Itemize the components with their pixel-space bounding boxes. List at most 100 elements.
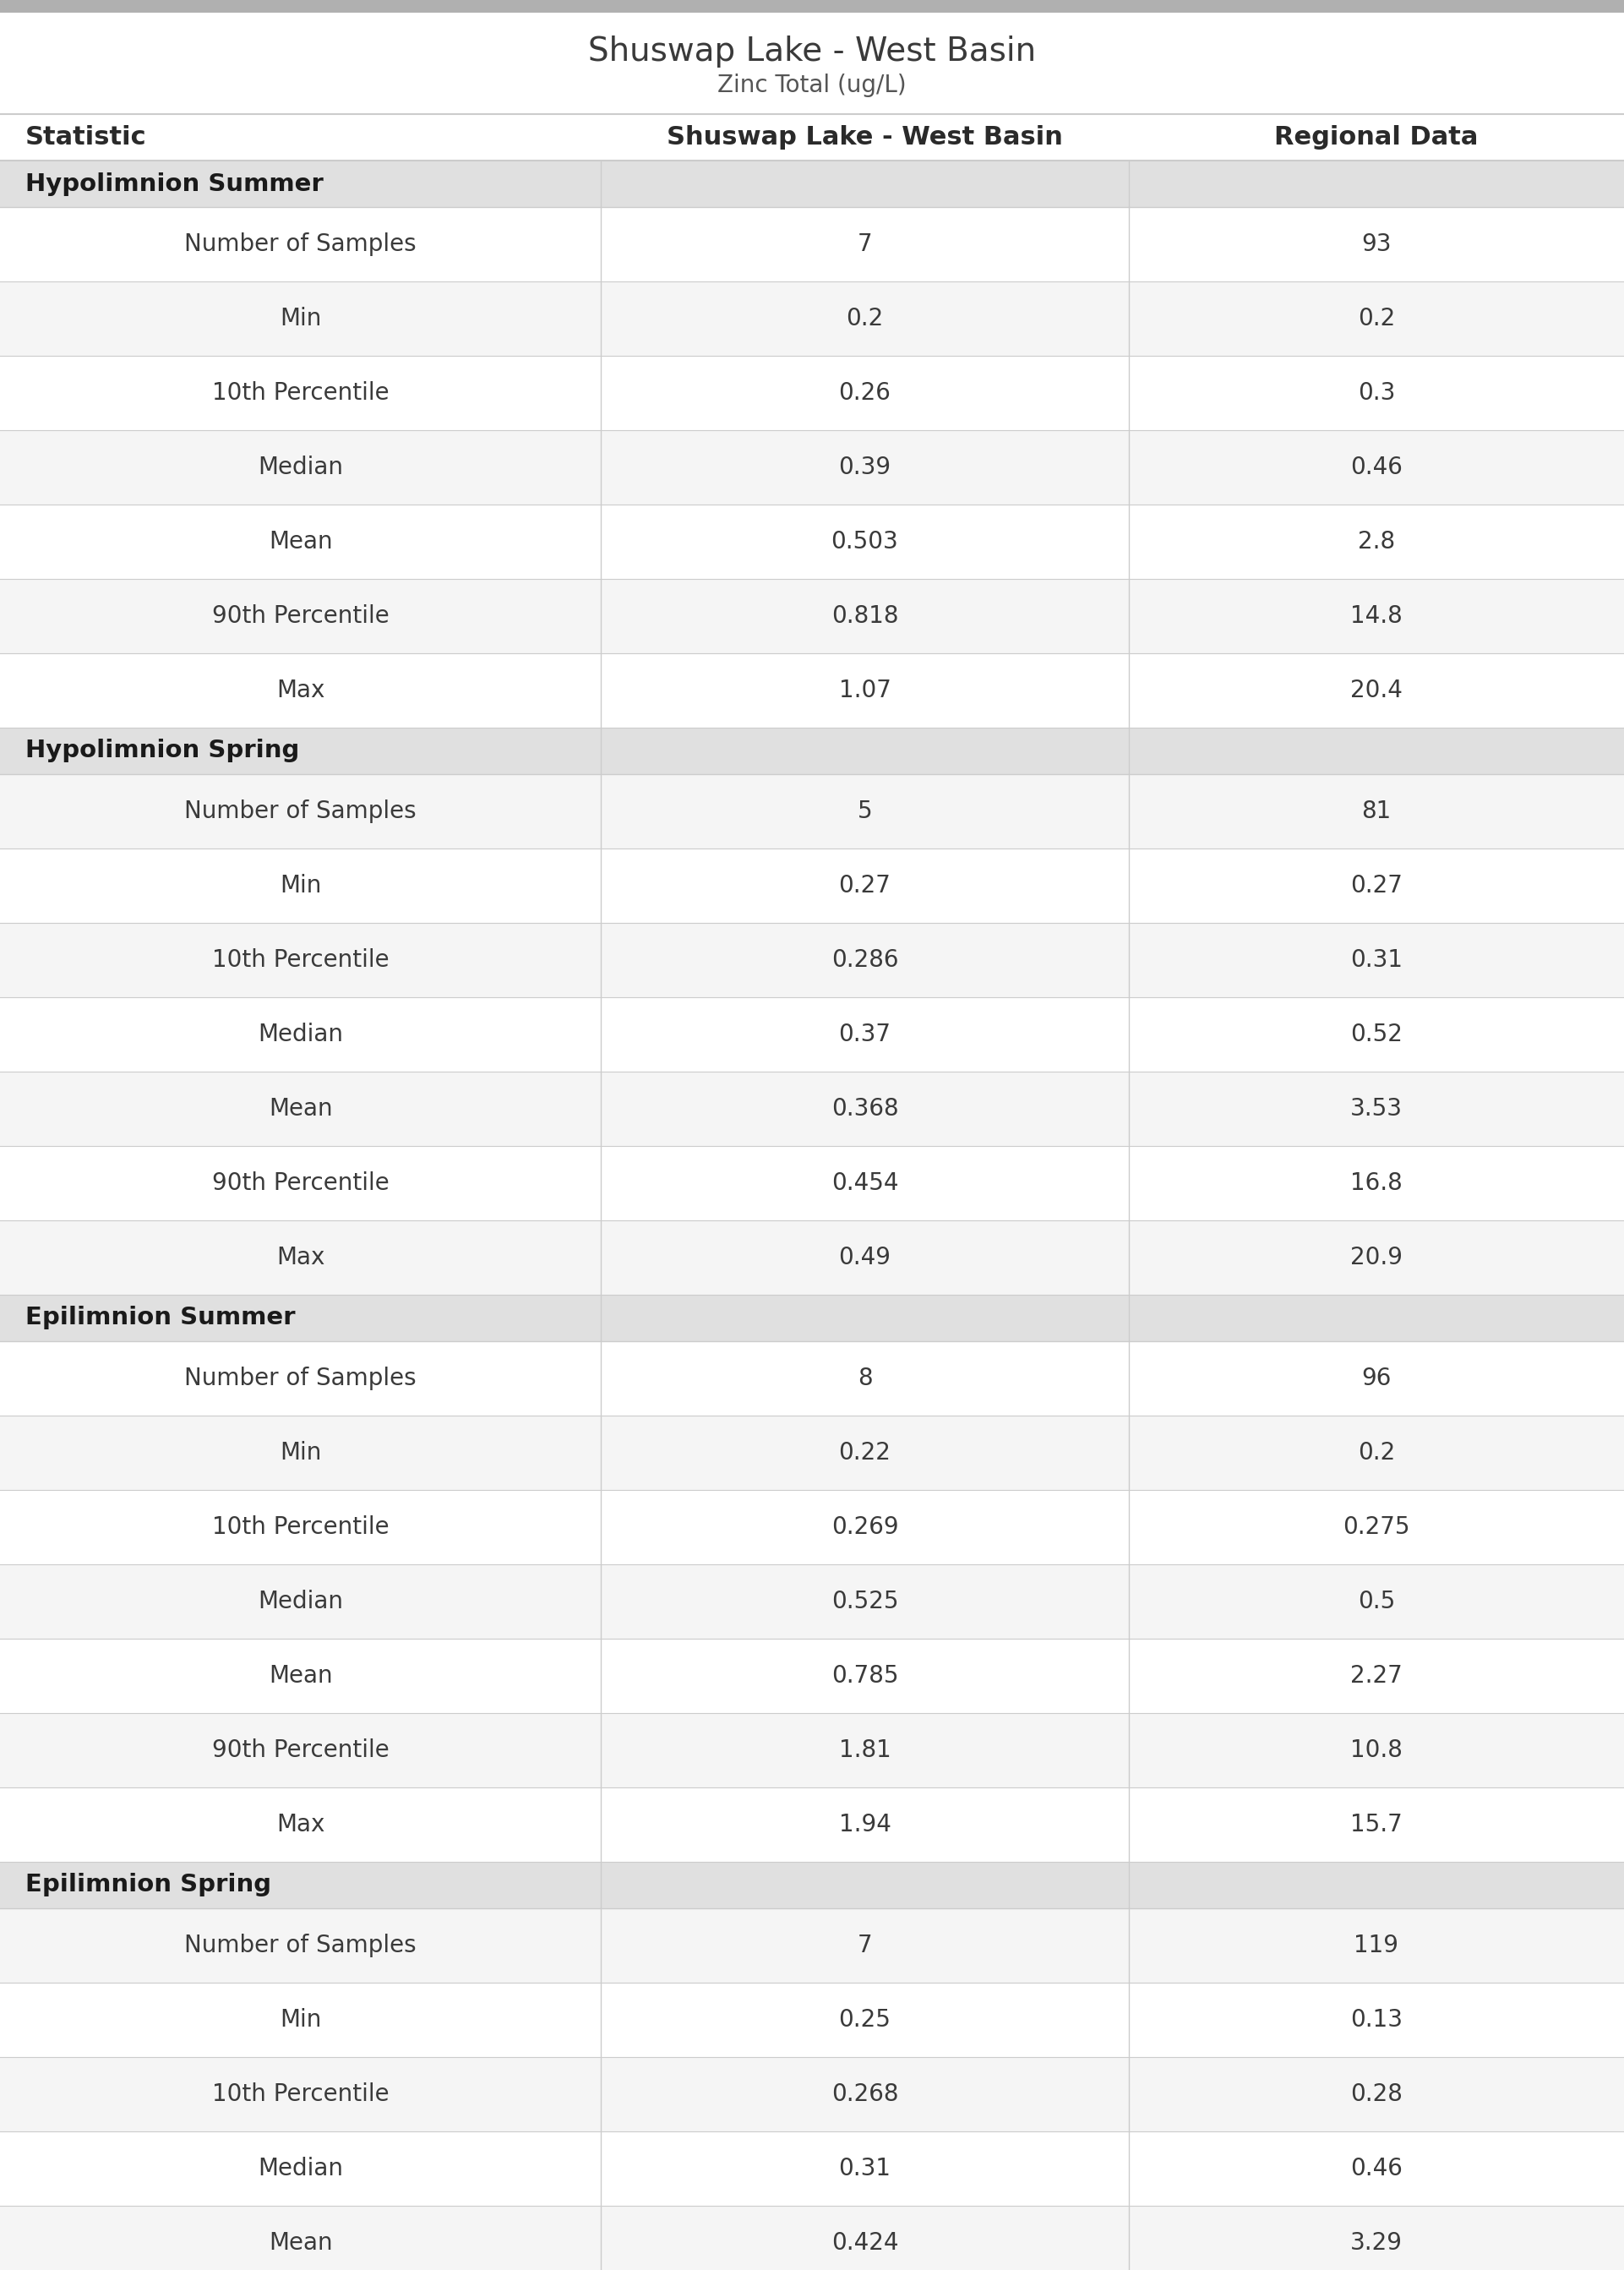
Text: Hypolimnion Summer: Hypolimnion Summer xyxy=(26,173,323,195)
Bar xyxy=(0,207,1624,281)
Text: Shuswap Lake - West Basin: Shuswap Lake - West Basin xyxy=(588,34,1036,68)
Text: 3.29: 3.29 xyxy=(1350,2231,1403,2254)
Text: Statistic: Statistic xyxy=(26,125,146,150)
Text: 0.268: 0.268 xyxy=(831,2082,898,2107)
Text: 10th Percentile: 10th Percentile xyxy=(211,949,390,972)
Text: 3.53: 3.53 xyxy=(1350,1096,1403,1121)
Text: 2.8: 2.8 xyxy=(1358,529,1395,554)
Text: 81: 81 xyxy=(1361,799,1392,824)
Bar xyxy=(0,0,1624,14)
Text: 0.2: 0.2 xyxy=(846,306,883,331)
Text: 0.5: 0.5 xyxy=(1358,1589,1395,1614)
Text: 0.37: 0.37 xyxy=(838,1022,892,1046)
Text: 90th Percentile: 90th Percentile xyxy=(211,1739,390,1762)
Bar xyxy=(0,1564,1624,1639)
Text: 0.46: 0.46 xyxy=(1350,456,1403,479)
Text: 0.269: 0.269 xyxy=(831,1516,898,1539)
Text: 15.7: 15.7 xyxy=(1350,1814,1403,1836)
Text: Zinc Total (ug/L): Zinc Total (ug/L) xyxy=(718,75,906,98)
Bar xyxy=(0,431,1624,504)
Text: Min: Min xyxy=(279,306,322,331)
Text: 0.31: 0.31 xyxy=(1350,949,1403,972)
Text: Epilimnion Spring: Epilimnion Spring xyxy=(26,1873,271,1898)
Bar xyxy=(0,1982,1624,2057)
Bar xyxy=(0,1071,1624,1146)
Text: 0.28: 0.28 xyxy=(1350,2082,1403,2107)
Text: 0.22: 0.22 xyxy=(838,1441,892,1464)
Text: Median: Median xyxy=(258,456,343,479)
Bar xyxy=(0,774,1624,849)
Text: 0.286: 0.286 xyxy=(831,949,898,972)
Bar xyxy=(0,1861,1624,1909)
Text: 93: 93 xyxy=(1361,232,1392,257)
Text: 7: 7 xyxy=(857,232,872,257)
Text: Regional Data: Regional Data xyxy=(1275,125,1478,150)
Text: 0.49: 0.49 xyxy=(838,1246,892,1269)
Text: 7: 7 xyxy=(857,1934,872,1957)
Text: 16.8: 16.8 xyxy=(1350,1171,1403,1194)
Text: Min: Min xyxy=(279,874,322,897)
Bar xyxy=(0,1489,1624,1564)
Text: 0.52: 0.52 xyxy=(1350,1022,1403,1046)
Bar xyxy=(0,356,1624,431)
Text: Min: Min xyxy=(279,1441,322,1464)
Bar xyxy=(0,579,1624,654)
Text: 1.94: 1.94 xyxy=(838,1814,892,1836)
Bar xyxy=(0,504,1624,579)
Text: Number of Samples: Number of Samples xyxy=(185,799,416,824)
Text: 10th Percentile: 10th Percentile xyxy=(211,1516,390,1539)
Text: 10th Percentile: 10th Percentile xyxy=(211,2082,390,2107)
Bar xyxy=(0,1146,1624,1221)
Bar xyxy=(0,114,1624,161)
Text: 20.4: 20.4 xyxy=(1350,679,1403,701)
Text: 0.39: 0.39 xyxy=(838,456,892,479)
Text: Number of Samples: Number of Samples xyxy=(185,232,416,257)
Text: 2.27: 2.27 xyxy=(1350,1664,1403,1687)
Bar xyxy=(0,2132,1624,2206)
Text: 14.8: 14.8 xyxy=(1350,604,1403,629)
Text: 0.454: 0.454 xyxy=(831,1171,898,1194)
Text: 0.25: 0.25 xyxy=(838,2009,892,2032)
Bar xyxy=(0,14,1624,114)
Text: Min: Min xyxy=(279,2009,322,2032)
Bar xyxy=(0,1342,1624,1416)
Bar xyxy=(0,2206,1624,2270)
Text: 0.27: 0.27 xyxy=(1350,874,1403,897)
Text: 10.8: 10.8 xyxy=(1350,1739,1403,1762)
Bar xyxy=(0,924,1624,997)
Text: 5: 5 xyxy=(857,799,872,824)
Bar xyxy=(0,1714,1624,1786)
Bar xyxy=(0,849,1624,924)
Text: Mean: Mean xyxy=(268,1664,333,1687)
Text: Max: Max xyxy=(276,679,325,701)
Text: 0.525: 0.525 xyxy=(831,1589,898,1614)
Text: Number of Samples: Number of Samples xyxy=(185,1367,416,1389)
Bar xyxy=(0,281,1624,356)
Bar xyxy=(0,1294,1624,1342)
Text: 119: 119 xyxy=(1354,1934,1398,1957)
Text: 0.2: 0.2 xyxy=(1358,1441,1395,1464)
Text: 90th Percentile: 90th Percentile xyxy=(211,604,390,629)
Text: 0.27: 0.27 xyxy=(838,874,892,897)
Bar xyxy=(0,1639,1624,1714)
Text: 0.2: 0.2 xyxy=(1358,306,1395,331)
Text: 0.818: 0.818 xyxy=(831,604,898,629)
Text: 0.46: 0.46 xyxy=(1350,2156,1403,2181)
Text: Shuswap Lake - West Basin: Shuswap Lake - West Basin xyxy=(667,125,1062,150)
Text: 0.785: 0.785 xyxy=(831,1664,898,1687)
Text: Mean: Mean xyxy=(268,529,333,554)
Text: 96: 96 xyxy=(1361,1367,1392,1389)
Bar xyxy=(0,2057,1624,2132)
Text: Median: Median xyxy=(258,1022,343,1046)
Text: 0.13: 0.13 xyxy=(1350,2009,1403,2032)
Bar xyxy=(0,161,1624,207)
Text: 20.9: 20.9 xyxy=(1350,1246,1403,1269)
Text: Epilimnion Summer: Epilimnion Summer xyxy=(26,1305,296,1330)
Bar xyxy=(0,654,1624,729)
Text: 0.26: 0.26 xyxy=(838,381,892,404)
Text: Median: Median xyxy=(258,1589,343,1614)
Bar xyxy=(0,1786,1624,1861)
Bar xyxy=(0,1221,1624,1294)
Text: 10th Percentile: 10th Percentile xyxy=(211,381,390,404)
Text: 0.275: 0.275 xyxy=(1343,1516,1410,1539)
